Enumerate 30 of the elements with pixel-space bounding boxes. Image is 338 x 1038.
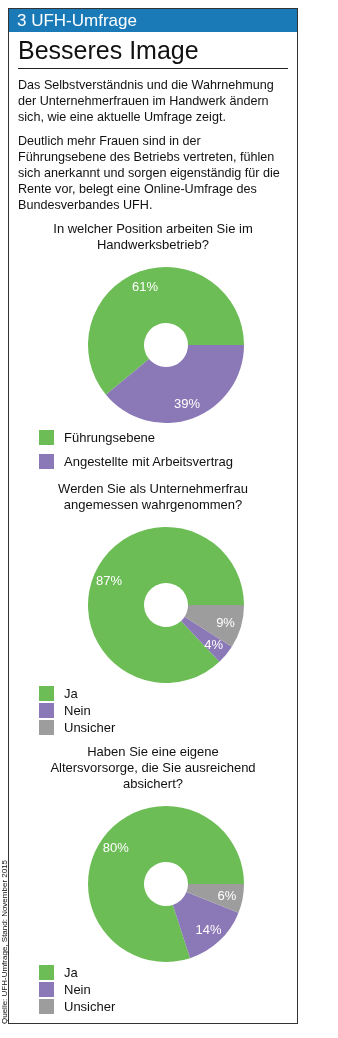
donut-slice bbox=[172, 892, 239, 959]
legend-label: Führungsebene bbox=[64, 429, 156, 445]
data-label: 80% bbox=[102, 840, 130, 856]
legend-label: Nein bbox=[64, 703, 91, 718]
legend-label: Unsicher bbox=[64, 999, 116, 1014]
text: Besseres Image bbox=[18, 36, 288, 69]
data-label: 6% bbox=[217, 888, 237, 904]
text: Deutlich mehr Frauen sind in der Führungsebene des Betriebs vertreten, fühlen sich anerkannt und sorgen eigenständig für die Rente vor, belegt eine Online-Umfrage des Bundesverbandes UFH. bbox=[18, 133, 281, 213]
legend-label: Angestellte mit Arbeitsvertrag bbox=[64, 453, 234, 469]
data-label: 39% bbox=[173, 395, 201, 411]
donut-slice bbox=[105, 345, 244, 423]
data-label: 14% bbox=[195, 921, 222, 937]
donut-slice bbox=[88, 806, 244, 962]
text: Das Selbstverständnis und die Wahrnehmung der Unternehmerfrauen im Handwerk ändern sich, wie eine aktuelle Umfrage zeigt. bbox=[18, 77, 275, 125]
legend-label: Unsicher bbox=[64, 720, 116, 735]
donut-slice bbox=[184, 605, 244, 647]
donut-slice bbox=[88, 267, 244, 395]
data-label: 61% bbox=[131, 279, 159, 295]
chart-title: Haben Sie eine eigene Altersvorsorge, die Sie ausreichend absichert? bbox=[49, 744, 257, 792]
data-label: 9% bbox=[216, 614, 236, 630]
source-note: Quelle: UFH-Umfrage, Stand: November 2015 bbox=[0, 859, 9, 1024]
text: 3 UFH-Umfrage bbox=[9, 9, 297, 32]
data-label: 4% bbox=[204, 637, 224, 653]
data-label: 87% bbox=[96, 572, 123, 588]
chart-title: Werden Sie als Unternehmerfrau angemessen wahrgenommen? bbox=[57, 481, 249, 513]
legend-label: Ja bbox=[64, 686, 78, 701]
legend-label: Ja bbox=[64, 965, 78, 980]
legend-label: Nein bbox=[64, 982, 91, 997]
chart-title: In welcher Position arbeiten Sie im Handwerksbetrieb? bbox=[52, 221, 254, 253]
donut-slice bbox=[88, 527, 244, 683]
